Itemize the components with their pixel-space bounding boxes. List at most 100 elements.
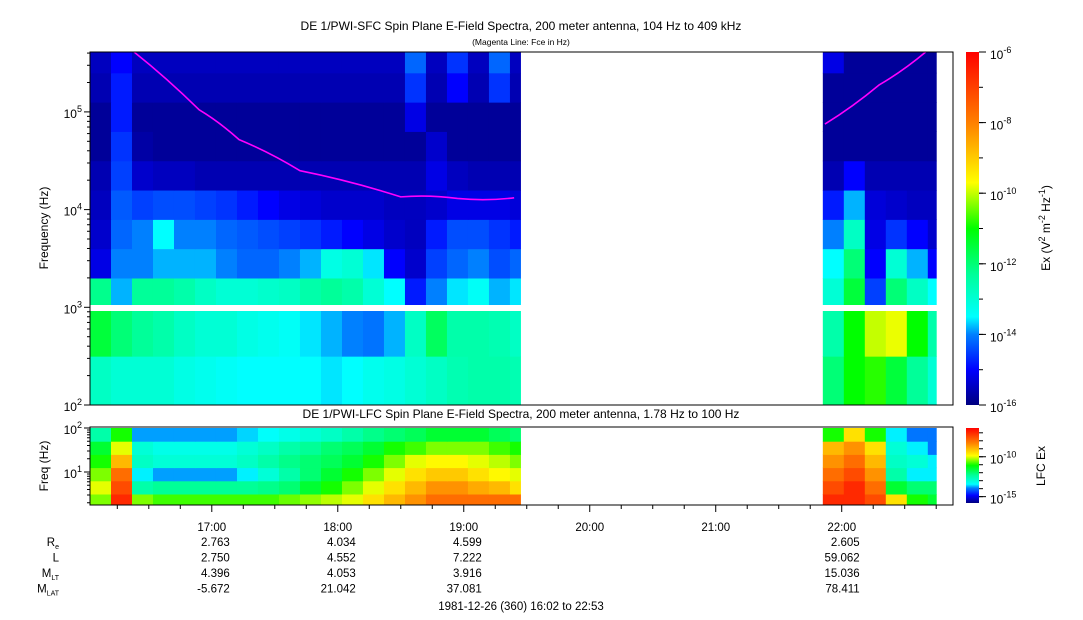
heatmap-cell [509,356,521,406]
heatmap-cell [885,441,908,455]
heatmap-cell [509,310,521,357]
heatmap-cell [488,454,511,469]
heatmap-cell [257,102,280,132]
heatmap-cell [885,102,908,132]
y-tick-label: 103 [64,299,82,316]
heatmap-cell [446,480,469,495]
heatmap-cell [173,356,196,406]
heatmap-cell [173,131,196,162]
heatmap-cell [488,441,511,455]
colorbar-tick-label: 10-10 [990,186,1016,203]
heatmap-cell [173,102,196,132]
heatmap-cell [488,72,511,103]
heatmap-cell [488,467,511,482]
heatmap-cell [383,160,406,191]
heatmap-cell [885,480,908,495]
heatmap-cell [425,131,448,162]
heatmap-cell [362,72,385,103]
heatmap-cell [110,131,133,162]
heatmap-cell [404,428,427,442]
heatmap-cell [362,248,385,279]
heatmap-cell [215,52,238,74]
lfc-plot-frame [89,426,954,506]
heatmap-cell [822,219,845,250]
heatmap-cell [90,310,112,357]
heatmap-cell [467,131,490,162]
heatmap-cell [822,72,845,103]
heatmap-cell [864,190,887,220]
heatmap-cell [110,356,133,406]
heatmap-cell [152,441,175,455]
heatmap-cell [362,356,385,406]
heatmap-cell [278,428,301,442]
heatmap-cell [131,454,154,469]
heatmap-cell [131,160,154,191]
heatmap-cell [509,494,521,506]
heatmap-cell [341,454,364,469]
heatmap-cell [362,190,385,220]
heatmap-cell [320,310,343,357]
heatmap-cell [383,454,406,469]
heatmap-cell [425,467,448,482]
heatmap-cell [362,441,385,455]
heatmap-cell [299,441,322,455]
heatmap-cell [467,310,490,357]
heatmap-cell [425,160,448,191]
heatmap-cell [383,310,406,357]
heatmap-cell [404,467,427,482]
heatmap-cell [446,72,469,103]
heatmap-cell [341,160,364,191]
heatmap-cell [488,480,511,495]
heatmap-cell [509,428,521,442]
heatmap-cell [425,454,448,469]
heatmap-cell [404,356,427,406]
heatmap-cell [278,480,301,495]
heatmap-cell [906,72,929,103]
heatmap-cell [341,480,364,495]
colorbar-tick-label: 10-6 [990,45,1011,62]
heatmap-cell [278,310,301,357]
heatmap-cell [446,190,469,220]
lfc-heatmap [90,428,937,506]
heatmap-cell [341,52,364,74]
heatmap-cell [236,160,259,191]
heatmap-cell [488,494,511,506]
heatmap-cell [927,441,937,455]
heatmap-cell [152,356,175,406]
heatmap-cell [215,467,238,482]
heatmap-cell [90,160,112,191]
heatmap-cell [906,467,929,482]
heatmap-cell [257,494,280,506]
heatmap-cell [425,356,448,406]
heatmap-cell [509,102,521,132]
heatmap-cell [257,356,280,406]
heatmap-cell [236,467,259,482]
heatmap-cell [488,277,511,308]
ephemeris-value: 4.034 [327,537,356,549]
heatmap-cell [194,102,217,132]
heatmap-cell [152,131,175,162]
heatmap-cell [173,190,196,220]
heatmap-cell [927,356,937,406]
heatmap-cell [173,310,196,357]
heatmap-cell [236,52,259,74]
heatmap-cell [822,467,845,482]
heatmap-cell [257,72,280,103]
heatmap-cell [173,160,196,191]
heatmap-cell [90,102,112,132]
heatmap-cell [341,441,364,455]
heatmap-cell [173,428,196,442]
heatmap-cell [488,310,511,357]
heatmap-cell [822,52,845,74]
heatmap-cell [341,310,364,357]
heatmap-cell [152,219,175,250]
heatmap-cell [822,480,845,495]
heatmap-cell [843,102,866,132]
heatmap-cell [257,441,280,455]
heatmap-cell [236,219,259,250]
heatmap-cell [843,219,866,250]
heatmap-cell [425,277,448,308]
heatmap-cell [236,428,259,442]
heatmap-cell [446,441,469,455]
heatmap-cell [467,467,490,482]
